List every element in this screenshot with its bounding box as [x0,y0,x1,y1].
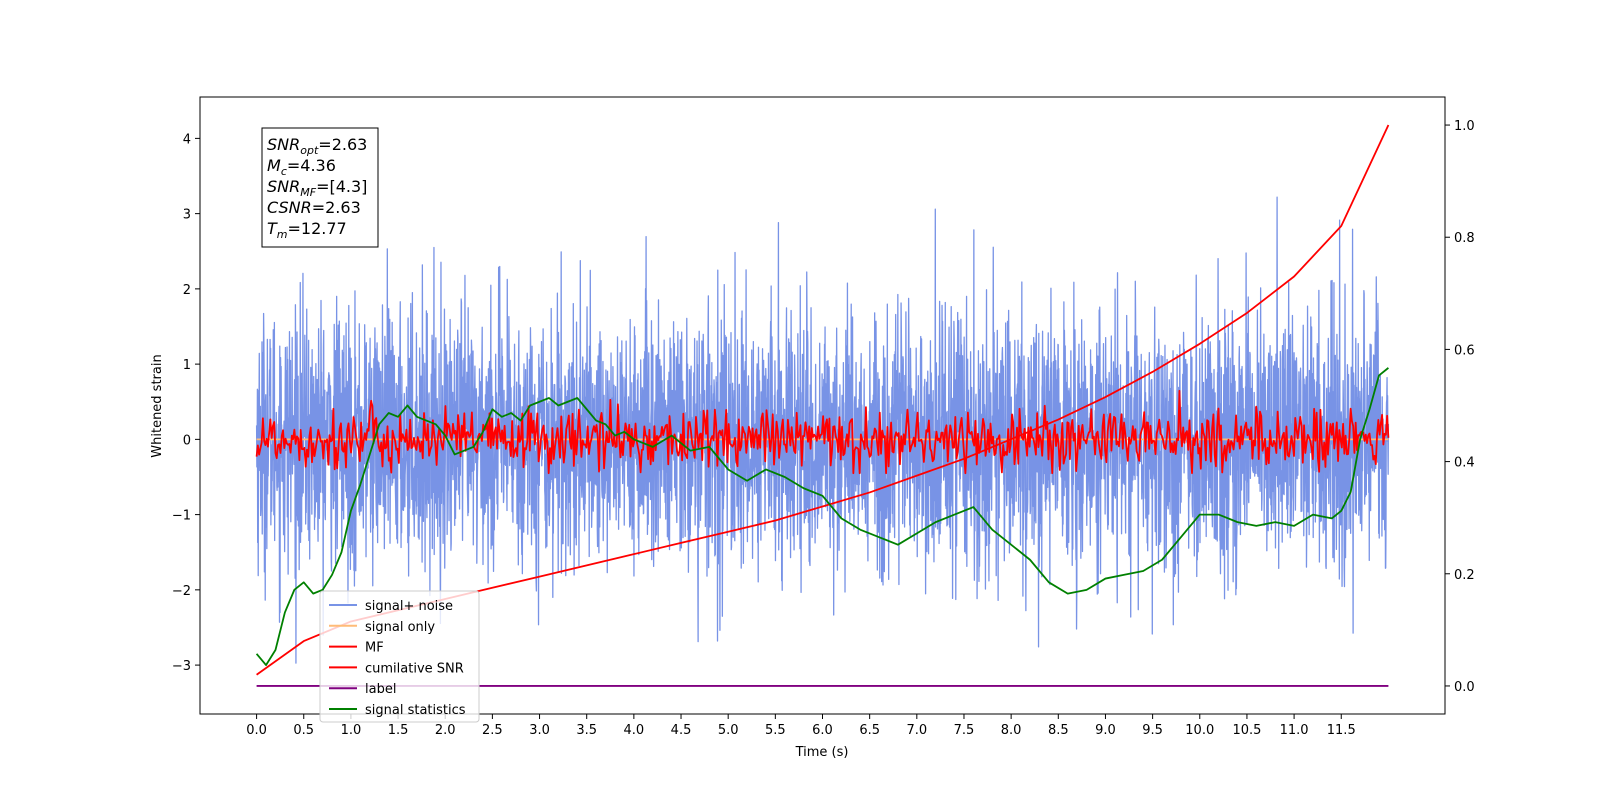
x-tick-label: 3.0 [529,723,550,738]
x-tick-label: 10.0 [1185,723,1214,738]
legend-entry-label: label [365,682,396,697]
y-tick-label: 1 [183,358,191,373]
series-line-mf [255,389,1390,475]
x-axis-label: Time (s) [795,745,849,760]
legend: signal+ noise signal only MF cumilative SNR… [319,590,480,723]
x-tick-label: 6.5 [859,723,880,738]
legend-entry-label: signal statistics [365,703,466,718]
series-line-signal-statistics [255,367,1389,666]
annotation-line: Tm=12.77 [267,219,347,241]
annotation-line: SNRMF=[4.3] [267,177,367,199]
y-tick-label: −2 [172,584,191,599]
legend-entry-label: cumilative SNR [365,661,464,676]
x-tick-label: 7.0 [906,723,927,738]
y2-tick-label: 0.6 [1454,343,1475,358]
x-tick-label: 1.5 [388,723,409,738]
x-tick-label: 2.5 [482,723,503,738]
x-tick-label: 6.0 [812,723,833,738]
y2-axis-right: 0.0 0.2 0.4 0.6 0.8 1.0 [1445,119,1475,695]
annotation-line: SNRopt=2.63 [267,135,367,157]
y-tick-label: −3 [172,659,191,674]
y2-tick-label: 0.4 [1454,456,1475,471]
x-tick-label: 9.5 [1142,723,1163,738]
x-tick-label: 0.5 [293,723,314,738]
x-tick-label: 5.0 [718,723,739,738]
x-tick-label: 10.5 [1232,723,1261,738]
y2-tick-label: 1.0 [1454,119,1475,134]
y2-tick-label: 0.8 [1454,231,1475,246]
x-tick-label: 1.0 [341,723,362,738]
y-tick-label: −1 [172,509,191,524]
x-tick-label: 5.5 [765,723,786,738]
x-tick-label: 0.0 [246,723,267,738]
legend-entry-label: signal+ noise [365,599,453,614]
x-tick-label: 3.5 [576,723,597,738]
y2-tick-label: 0.0 [1454,680,1475,695]
x-tick-label: 4.0 [624,723,645,738]
x-axis: 0.0 0.5 1.0 1.5 2.0 2.5 3.0 3.5 4.0 4.5 5.0 5.5 6.0 6… [246,714,1356,738]
annotation-frame [261,127,379,248]
x-tick-label: 11.0 [1280,723,1309,738]
x-tick-label: 2.0 [435,723,456,738]
y2-tick-label: 0.2 [1454,568,1475,583]
y-tick-label: 2 [183,283,191,298]
y-axis-label: Whitened strain [150,354,165,457]
x-tick-label: 11.5 [1327,723,1356,738]
legend-entry-label: MF [365,641,384,656]
x-tick-label: 8.5 [1048,723,1069,738]
y-tick-label: 0 [183,433,191,448]
x-tick-label: 7.5 [954,723,975,738]
y-tick-label: 4 [183,132,191,147]
legend-entry-label: signal only [365,620,435,635]
annotation-line: CSNR=2.63 [267,198,361,217]
y-tick-label: 3 [183,208,191,223]
legend-frame [319,590,480,723]
y-axis: −3 −2 −1 0 1 2 3 4 [172,132,200,674]
x-tick-label: 4.5 [671,723,692,738]
x-tick-label: 9.0 [1095,723,1116,738]
x-tick-label: 8.0 [1001,723,1022,738]
series-line-signal-noise [255,196,1390,664]
annotation-line: Mc=4.36 [267,156,336,178]
